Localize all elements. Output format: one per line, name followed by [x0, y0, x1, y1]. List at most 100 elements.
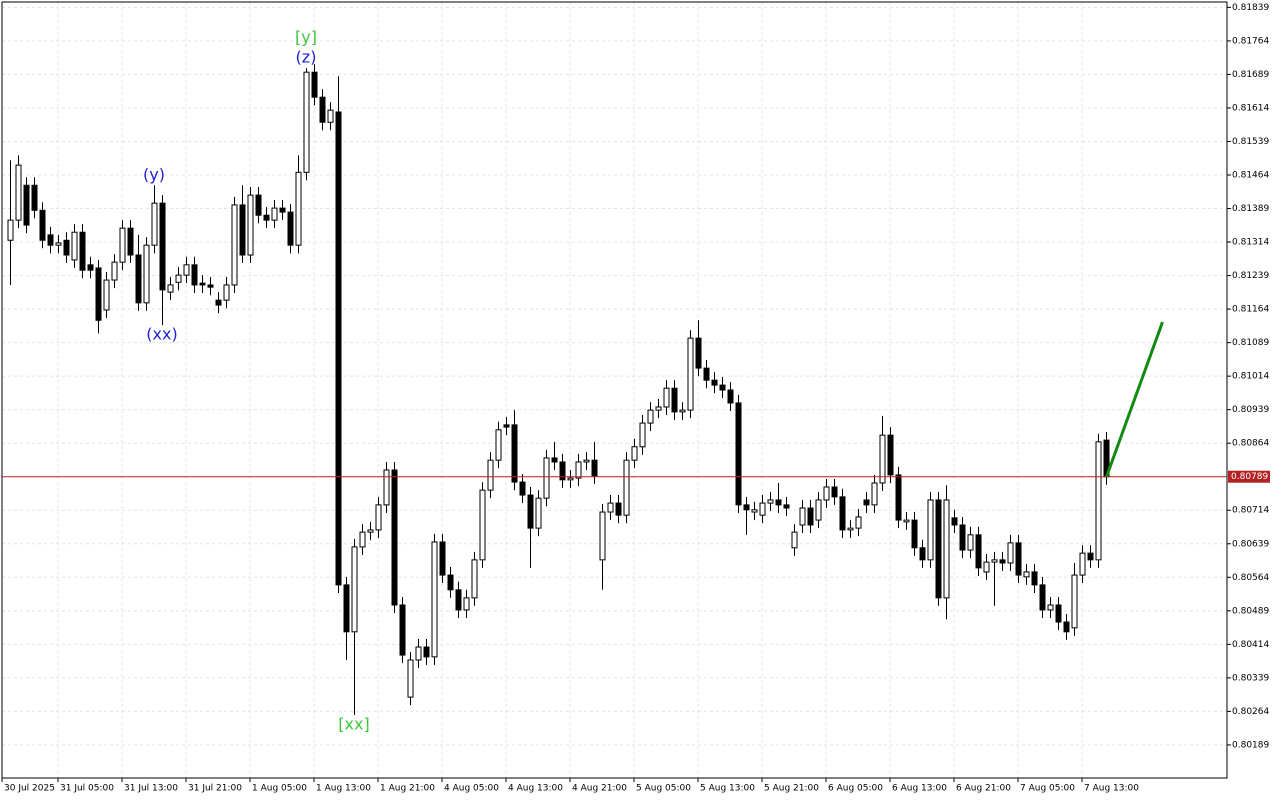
wave-label: [y] — [295, 28, 317, 47]
candle-body — [327, 109, 334, 123]
candle-body — [871, 482, 878, 506]
current-price-box — [1228, 470, 1270, 483]
candle-body — [975, 534, 982, 569]
candle-body — [919, 547, 926, 561]
candle-body — [623, 459, 630, 516]
candle-body — [143, 244, 150, 304]
candle-body — [727, 389, 734, 404]
x-tick-label: 6 Aug 21:00 — [956, 784, 1011, 794]
candle-body — [951, 517, 958, 526]
x-tick-label: 6 Aug 13:00 — [892, 784, 947, 794]
candle-body — [591, 459, 598, 477]
candle-body — [447, 574, 454, 591]
candle-body — [759, 502, 766, 516]
candle-body — [671, 387, 678, 413]
candle-body — [527, 494, 534, 529]
y-tick-label: 0.80339 — [1232, 673, 1269, 683]
candle-body — [567, 477, 574, 481]
candle-body — [663, 387, 670, 408]
candle-body — [1071, 574, 1078, 629]
candle-body — [831, 486, 838, 498]
candle-body — [927, 499, 934, 561]
y-tick-label: 0.81764 — [1232, 36, 1269, 46]
candle-body — [855, 516, 862, 529]
candle-body — [367, 529, 374, 533]
candle-body — [719, 384, 726, 391]
y-tick-label: 0.80639 — [1232, 539, 1269, 549]
candle-body — [279, 207, 286, 213]
candle-body — [375, 504, 382, 531]
forecast-line — [1105, 321, 1164, 478]
candle-body — [639, 422, 646, 448]
candle-body — [399, 604, 406, 656]
candle-body — [231, 204, 238, 286]
candle-body — [783, 504, 790, 509]
candle-body — [503, 424, 510, 428]
candle-body — [215, 299, 222, 306]
candle-body — [7, 219, 14, 241]
candle-body — [991, 559, 998, 563]
candle-body — [1095, 441, 1102, 561]
candle-body — [895, 474, 902, 521]
candle-body — [175, 274, 182, 283]
candle-body — [103, 279, 110, 311]
candle-body — [15, 164, 22, 221]
candle-body — [647, 409, 654, 424]
x-tick-label: 31 Jul 21:00 — [188, 784, 242, 794]
candle-body — [775, 499, 782, 506]
candle-body — [31, 184, 38, 211]
candle-body — [903, 519, 910, 523]
x-tick-label: 4 Aug 05:00 — [444, 784, 499, 794]
candle-body — [479, 489, 486, 561]
candle-body — [95, 267, 102, 321]
x-tick-label: 1 Aug 13:00 — [316, 784, 371, 794]
candle-body — [207, 284, 214, 288]
x-tick-label: 6 Aug 05:00 — [828, 784, 883, 794]
candle-body — [359, 531, 366, 548]
candle-body — [631, 446, 638, 461]
candle-body — [807, 507, 814, 526]
candle-body — [711, 379, 718, 386]
candle-body — [351, 546, 358, 633]
wave-label: (y) — [143, 165, 165, 184]
candle-body — [1087, 552, 1094, 561]
candle-body — [111, 261, 118, 281]
y-tick-label: 0.81314 — [1232, 238, 1269, 248]
plot-frame — [1, 1, 1228, 779]
candle-body — [551, 457, 558, 463]
candle-body — [863, 499, 870, 506]
candle-body — [183, 264, 190, 276]
wave-label: [xx] — [338, 714, 369, 733]
candle-body — [703, 367, 710, 381]
candle-body — [1039, 584, 1046, 611]
candle-body — [983, 561, 990, 573]
y-tick-label: 0.81164 — [1232, 305, 1269, 315]
x-tick-label: 31 Jul 13:00 — [124, 784, 178, 794]
y-tick-label: 0.81089 — [1232, 338, 1269, 348]
candle-body — [687, 337, 694, 411]
candle-body — [695, 337, 702, 369]
candle-body — [575, 461, 582, 479]
y-tick-label: 0.81539 — [1232, 137, 1269, 147]
candle-body — [911, 519, 918, 549]
x-tick-label: 7 Aug 13:00 — [1084, 784, 1139, 794]
y-tick-label: 0.80414 — [1232, 640, 1269, 650]
candle-body — [959, 524, 966, 551]
candle-body — [815, 499, 822, 521]
candle-body — [751, 509, 758, 513]
candle-body — [431, 541, 438, 658]
candle-body — [71, 231, 78, 261]
candle-body — [1015, 542, 1022, 576]
candle-body — [543, 457, 550, 499]
y-tick-label: 0.80864 — [1232, 439, 1269, 449]
x-tick-label: 7 Aug 05:00 — [1020, 784, 1075, 794]
x-tick-label: 5 Aug 05:00 — [636, 784, 691, 794]
candle-body — [151, 202, 158, 246]
x-tick-label: 31 Jul 05:00 — [60, 784, 114, 794]
candle-body — [559, 461, 566, 481]
y-tick-label: 0.80939 — [1232, 405, 1269, 415]
candle-body — [767, 499, 774, 504]
current-price-label: 0.80789 — [1231, 472, 1268, 482]
candle-body — [271, 207, 278, 221]
candle-body — [1063, 621, 1070, 633]
